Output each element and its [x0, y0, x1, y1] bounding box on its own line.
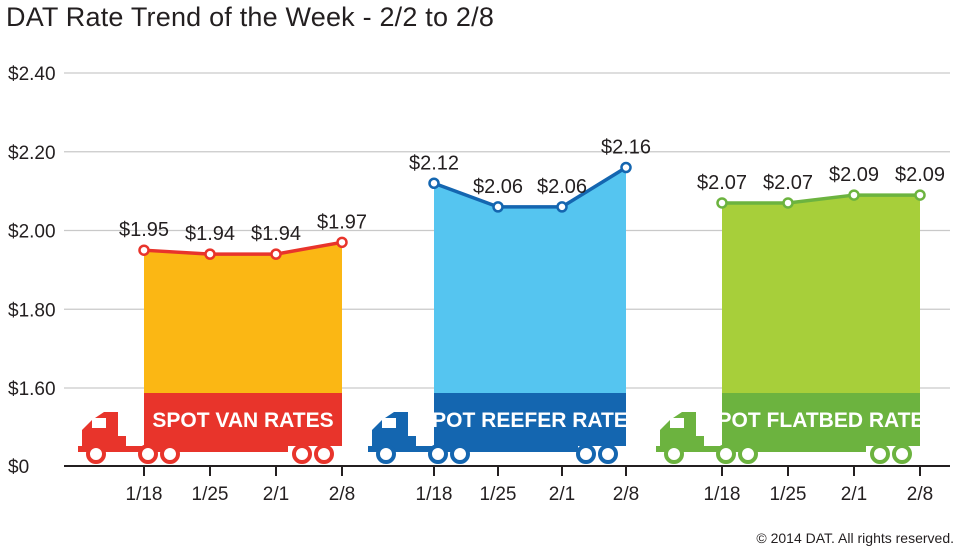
- y-tick-label: $1.80: [8, 300, 56, 321]
- truck-icon: [656, 412, 866, 452]
- x-tick-label: 2/8: [613, 484, 639, 505]
- data-point: [204, 248, 216, 260]
- truck-icon: [368, 412, 578, 452]
- series-line: [143, 240, 343, 256]
- x-tick-label: 2/1: [841, 484, 867, 505]
- x-tick-label: 1/25: [192, 484, 229, 505]
- series-name-label: SPOT FLATBED RATES: [704, 409, 939, 432]
- wheel: [450, 444, 470, 464]
- truck-icon: [78, 412, 288, 452]
- data-label: $1.97: [317, 211, 367, 233]
- data-label: $2.12: [409, 152, 459, 174]
- series-line: [722, 193, 920, 205]
- data-point: [848, 189, 860, 201]
- series-line: [433, 166, 627, 209]
- data-label: $1.94: [185, 223, 235, 245]
- wheel: [160, 444, 180, 464]
- data-point: [782, 197, 794, 209]
- x-tick-label: 1/25: [770, 484, 807, 505]
- y-tick-label: $1.60: [8, 379, 56, 400]
- wheel: [292, 444, 312, 464]
- x-tick-label: 1/18: [704, 484, 741, 505]
- x-tick-label: 1/18: [416, 484, 453, 505]
- data-label: $2.09: [895, 164, 945, 186]
- copyright-text: © 2014 DAT. All rights reserved.: [756, 530, 954, 546]
- series-banner: [144, 393, 342, 446]
- wheel: [598, 444, 618, 464]
- wheel: [716, 444, 736, 464]
- x-tick-label: 2/8: [907, 484, 933, 505]
- data-label: $2.16: [601, 137, 651, 159]
- series-banner: [434, 393, 626, 446]
- x-tick-label: 2/1: [263, 484, 289, 505]
- data-label: $2.06: [473, 176, 523, 198]
- chart-title: DAT Rate Trend of the Week - 2/2 to 2/8: [6, 2, 495, 32]
- wheel: [428, 444, 448, 464]
- data-point: [620, 161, 632, 174]
- data-point: [270, 248, 282, 260]
- data-label: $1.94: [251, 223, 301, 245]
- y-tick-label: $2.40: [8, 64, 56, 85]
- series-name-label: SPOT VAN RATES: [152, 409, 333, 432]
- area-2: [434, 167, 626, 399]
- wheel: [738, 444, 758, 464]
- x-tick-label: 1/25: [480, 484, 517, 505]
- data-point: [914, 189, 926, 201]
- x-tick-label: 2/1: [549, 484, 575, 505]
- wheel: [870, 444, 890, 464]
- data-point: [138, 244, 150, 256]
- x-tick-label: 1/18: [126, 484, 163, 505]
- y-tick-label: $2.20: [8, 143, 56, 164]
- y-tick-label: $0: [8, 457, 29, 478]
- data-label: $2.06: [537, 176, 587, 198]
- x-tick-label: 2/8: [329, 484, 355, 505]
- data-label: $2.07: [763, 172, 813, 194]
- series-name-label: SPOT REEFER RATES: [418, 409, 642, 432]
- data-label: $2.07: [697, 172, 747, 194]
- wheel: [314, 444, 334, 464]
- y-tick-label: $2.00: [8, 222, 56, 243]
- data-point: [716, 197, 728, 209]
- wheel: [376, 444, 396, 464]
- wheel: [892, 444, 912, 464]
- wheel: [86, 444, 106, 464]
- data-point: [428, 177, 440, 189]
- area-1: [144, 242, 342, 399]
- data-point: [336, 236, 348, 249]
- wheel: [664, 444, 684, 464]
- data-point: [492, 201, 504, 213]
- data-label: $1.95: [119, 219, 169, 241]
- area-3: [722, 195, 920, 399]
- data-point: [556, 201, 568, 213]
- data-label: $2.09: [829, 164, 879, 186]
- series-banner: [722, 393, 920, 446]
- wheel: [138, 444, 158, 464]
- wheel: [576, 444, 596, 464]
